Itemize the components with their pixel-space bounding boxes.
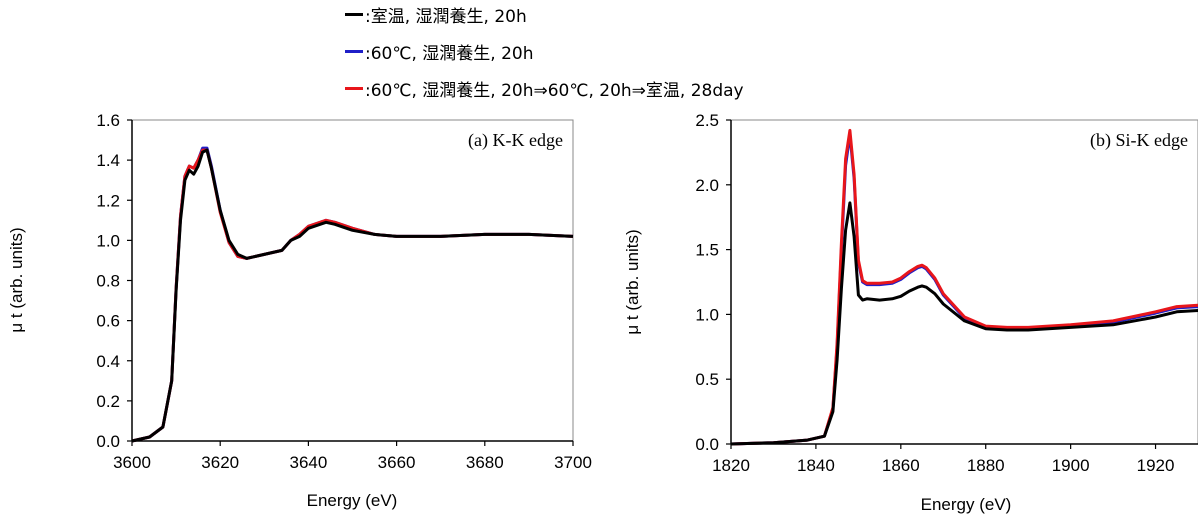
y-tick-label: 0.4 xyxy=(96,352,120,371)
y-tick-label: 0.5 xyxy=(695,370,719,389)
x-axis-label: Energy (eV) xyxy=(921,495,1012,514)
x-tick-label: 1900 xyxy=(1052,456,1090,475)
y-tick-label: 0.6 xyxy=(96,312,120,331)
tick-layer: 3600 3620 3640 3660 3680 3700 0.0 0.2 0.4 0.6 0.8 1… xyxy=(96,111,592,472)
x-tick-label: 1820 xyxy=(712,456,750,475)
y-tick-label: 0.0 xyxy=(695,435,719,454)
chart-panel-k-edge: 3600 3620 3640 3660 3680 3700 0.0 0.2 0.4 0.6 0.8 1… xyxy=(7,111,592,510)
plot-area-frame xyxy=(730,119,1198,445)
tick-layer: 1820 1840 1860 1880 1900 1920 0.0 0.5 1.0 1.5 2.0 2… xyxy=(695,111,1174,475)
y-tick-label: 0.0 xyxy=(96,432,120,451)
x-axis-label: Energy (eV) xyxy=(307,491,398,510)
legend-label: :室温, 湿潤養生, 20h xyxy=(365,7,527,27)
y-tick-label: 0.2 xyxy=(96,392,120,411)
y-axis-label: μ t (arb. units) xyxy=(623,229,642,334)
x-tick-label: 3620 xyxy=(201,453,239,472)
x-tick-label: 1840 xyxy=(797,456,835,475)
x-tick-label: 1880 xyxy=(967,456,1005,475)
legend-label: :60℃, 湿潤養生, 20h⇒60℃, 20h⇒室温, 28day xyxy=(365,81,744,101)
x-tick-label: 3660 xyxy=(378,453,416,472)
legend-item-60c: :60℃, 湿潤養生, 20h xyxy=(345,39,533,64)
x-tick-label: 3680 xyxy=(466,453,504,472)
x-tick-label: 3700 xyxy=(554,453,592,472)
y-tick-label: 2.0 xyxy=(695,176,719,195)
y-tick-label: 1.5 xyxy=(695,241,719,260)
x-tick-label: 1860 xyxy=(882,456,920,475)
y-tick-label: 1.0 xyxy=(96,231,120,250)
series-line-room-temp xyxy=(131,148,574,443)
chart-panel-si-edge: 1820 1840 1860 1880 1900 1920 0.0 0.5 1.0 1.5 2.0 2… xyxy=(623,111,1198,514)
series-layer xyxy=(730,128,1198,446)
y-tick-label: 1.0 xyxy=(695,305,719,324)
series-layer xyxy=(131,146,574,443)
legend-swatch-black xyxy=(345,13,363,16)
y-tick-label: 1.4 xyxy=(96,151,120,170)
x-tick-label: 3600 xyxy=(113,453,151,472)
legend-swatch-blue xyxy=(345,50,363,53)
legend-label: :60℃, 湿潤養生, 20h xyxy=(365,44,534,64)
y-tick-label: 1.2 xyxy=(96,191,120,210)
y-tick-label: 2.5 xyxy=(695,111,719,130)
legend-item-60c-28day: :60℃, 湿潤養生, 20h⇒60℃, 20h⇒室温, 28day xyxy=(345,76,744,101)
panel-title: (b) Si-K edge xyxy=(1090,130,1188,151)
series-line-room-temp xyxy=(730,201,1198,446)
x-tick-label: 3640 xyxy=(289,453,327,472)
legend-swatch-red xyxy=(345,87,363,90)
y-tick-label: 0.8 xyxy=(96,272,120,291)
plot-area-frame xyxy=(131,119,574,442)
y-axis-label: μ t (arb. units) xyxy=(7,227,26,332)
panel-title: (a) K-K edge xyxy=(468,130,563,151)
y-tick-label: 1.6 xyxy=(96,111,120,130)
x-tick-label: 1920 xyxy=(1137,456,1175,475)
legend-item-room-temp: :室温, 湿潤養生, 20h xyxy=(345,2,527,27)
